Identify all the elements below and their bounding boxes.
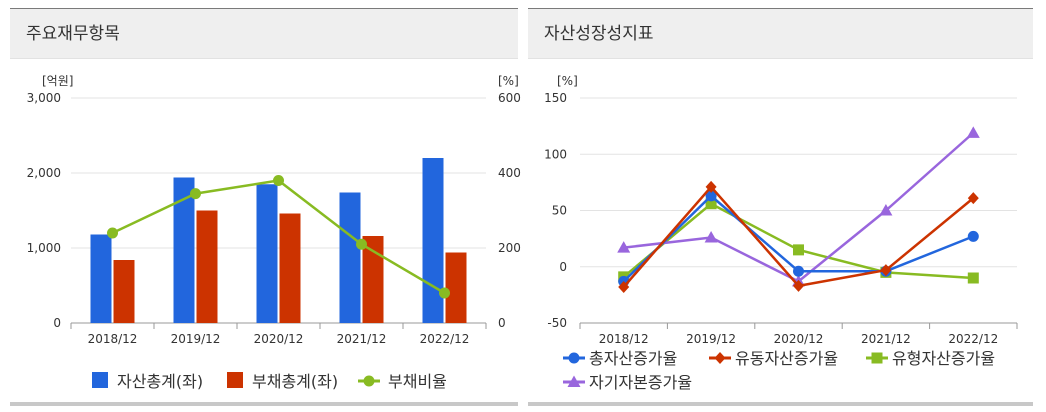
debt-ratio-point — [107, 227, 118, 239]
panel-title: 자산성장성지표 — [528, 9, 1033, 59]
circle-series-point — [967, 230, 979, 242]
bar-total-liabilities — [113, 260, 135, 323]
debt-ratio-point — [439, 287, 450, 299]
y-tick-label: 0 — [559, 260, 567, 274]
legend-label: 자기자본증가율 — [589, 373, 692, 392]
y-tick-label: -50 — [547, 316, 567, 330]
x-tick-label: 2018/12 — [88, 332, 138, 346]
x-tick-label: 2021/12 — [337, 332, 387, 346]
bar-total-assets — [173, 177, 195, 323]
x-tick-label: 2019/12 — [171, 332, 221, 346]
debt-ratio-point — [190, 188, 201, 200]
y-left-tick-label: 1,000 — [27, 241, 61, 255]
legend-swatch-marker — [363, 375, 375, 387]
asset-growth-panel: 자산성장성지표 — [528, 8, 1033, 406]
y-right-tick-label: 600 — [498, 91, 521, 105]
y-left-tick-label: 0 — [53, 316, 61, 330]
panel-title: 주요재무항목 — [10, 9, 518, 59]
triangle-series-point — [704, 231, 718, 243]
triangle-series-point — [617, 241, 631, 253]
triangle-series-point — [966, 126, 980, 138]
square-series-point — [793, 244, 804, 256]
legend-label: 총자산증가율 — [589, 349, 677, 368]
diamond-series-point — [618, 281, 630, 293]
bar-total-liabilities — [279, 213, 301, 323]
legend-swatch-marker — [568, 352, 580, 364]
legend-label: 자산총계(좌) — [117, 372, 203, 391]
x-tick-label: 2019/12 — [686, 332, 736, 346]
legend-label: 유형자산증가율 — [892, 349, 995, 368]
triangle-series-line — [623, 131, 975, 283]
diamond-series-point — [967, 192, 979, 205]
legend-swatch-marker — [714, 352, 726, 364]
y-tick-label: 100 — [544, 147, 567, 161]
bar-total-liabilities — [196, 210, 218, 323]
x-tick-label: 2021/12 — [861, 332, 911, 346]
diamond-series-point — [705, 180, 717, 193]
y-tick-label: 150 — [544, 91, 567, 105]
y-left-tick-label: 3,000 — [27, 91, 61, 105]
bar-total-liabilities — [362, 236, 384, 323]
triangle-series-point — [879, 204, 893, 216]
debt-ratio-point — [356, 238, 367, 250]
y-right-axis-label: [%] — [498, 74, 519, 88]
y-left-tick-label: 2,000 — [27, 166, 61, 180]
circle-series-point — [705, 190, 717, 202]
y-left-axis-label: [억원] — [42, 74, 73, 88]
debt-ratio-point — [273, 175, 284, 186]
x-tick-label: 2022/12 — [420, 332, 470, 346]
bar-total-liabilities — [445, 252, 467, 323]
legend-label: 유동자산증가율 — [735, 349, 838, 368]
y-right-tick-label: 0 — [498, 316, 506, 330]
legend-label: 부채총계(좌) — [252, 372, 338, 391]
x-tick-label: 2018/12 — [599, 332, 649, 346]
bar-total-assets — [256, 184, 278, 323]
square-series-point — [967, 272, 979, 284]
circle-series-point — [793, 265, 804, 277]
square-series-point — [705, 198, 717, 210]
x-tick-label: 2020/12 — [254, 332, 304, 346]
y-right-tick-label: 200 — [498, 241, 521, 255]
bar-total-assets — [90, 234, 112, 323]
x-tick-label: 2020/12 — [774, 332, 824, 346]
y-tick-label: 50 — [552, 204, 567, 218]
legend-swatch-marker — [871, 352, 883, 364]
y-axis-label: [%] — [557, 74, 578, 88]
legend-label: 부채비율 — [388, 372, 447, 391]
legend-swatch — [92, 372, 108, 388]
diamond-series-point — [793, 279, 804, 292]
y-right-tick-label: 400 — [498, 166, 521, 180]
x-tick-label: 2022/12 — [948, 332, 998, 346]
legend-swatch — [227, 372, 243, 388]
legend-swatch-marker — [567, 375, 581, 387]
bar-total-assets — [339, 192, 361, 323]
diamond-series-point — [880, 264, 892, 277]
